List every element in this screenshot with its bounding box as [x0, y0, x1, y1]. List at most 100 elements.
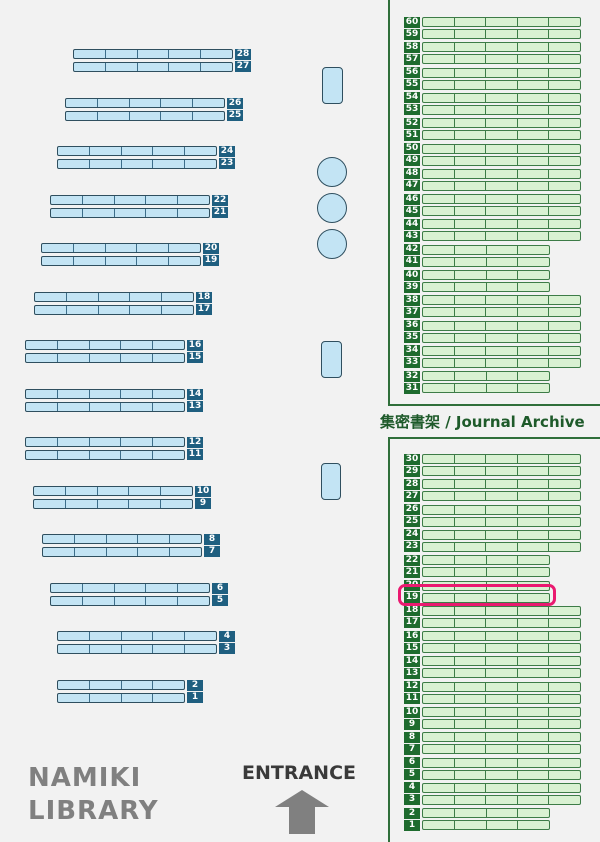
- shelf-section: [104, 62, 137, 71]
- archive-shelf-13[interactable]: [422, 668, 581, 679]
- archive-shelf-55[interactable]: [422, 79, 581, 90]
- archive-shelf-8[interactable]: [422, 732, 581, 743]
- archive-shelf-28[interactable]: [422, 479, 581, 490]
- archive-shelf-19[interactable]: [422, 592, 550, 603]
- general-shelf-6[interactable]: [50, 583, 210, 593]
- archive-shelf-36[interactable]: [422, 320, 581, 331]
- general-shelf-11[interactable]: [25, 449, 185, 460]
- archive-shelf-7[interactable]: [422, 744, 581, 755]
- archive-shelf-17[interactable]: [422, 617, 581, 628]
- archive-shelf-35[interactable]: [422, 332, 581, 343]
- general-shelf-18[interactable]: [34, 292, 194, 302]
- general-shelf-21[interactable]: [50, 207, 210, 218]
- shelf-section: [423, 94, 454, 102]
- shelf-section: [34, 500, 65, 508]
- general-shelf-17[interactable]: [34, 304, 194, 315]
- archive-shelf-45[interactable]: [422, 206, 581, 217]
- general-shelf-12[interactable]: [25, 437, 185, 447]
- archive-shelf-23[interactable]: [422, 541, 581, 552]
- shelf-section: [26, 390, 57, 398]
- shelf-section: [56, 450, 89, 459]
- shelf-section: [423, 543, 454, 551]
- archive-shelf-39[interactable]: [422, 282, 550, 292]
- archive-shelf-43[interactable]: [422, 231, 581, 242]
- archive-shelf-4[interactable]: [422, 782, 581, 793]
- general-shelf-5[interactable]: [50, 595, 210, 606]
- archive-shelf-27[interactable]: [422, 491, 581, 502]
- archive-shelf-53[interactable]: [422, 104, 581, 115]
- shelf-section: [485, 30, 517, 38]
- general-shelf-4[interactable]: [57, 631, 217, 641]
- archive-shelf-40[interactable]: [422, 270, 550, 280]
- archive-shelf-1[interactable]: [422, 820, 550, 831]
- archive-shelf-33[interactable]: [422, 357, 581, 368]
- archive-shelf-59[interactable]: [422, 29, 581, 39]
- archive-shelf-60[interactable]: [422, 17, 581, 27]
- archive-shelf-30[interactable]: [422, 454, 581, 464]
- general-shelf-27[interactable]: [73, 61, 233, 72]
- general-shelf-10[interactable]: [33, 486, 193, 496]
- archive-shelf-54[interactable]: [422, 92, 581, 103]
- general-shelf-22[interactable]: [50, 195, 210, 205]
- archive-shelf-31[interactable]: [422, 383, 550, 394]
- archive-shelf-42[interactable]: [422, 244, 550, 255]
- archive-shelf-48[interactable]: [422, 168, 581, 179]
- archive-shelf-25[interactable]: [422, 516, 581, 527]
- archive-shelf-3[interactable]: [422, 794, 581, 805]
- general-shelf-14[interactable]: [25, 389, 185, 399]
- archive-shelf-50[interactable]: [422, 143, 581, 154]
- general-shelf-7[interactable]: [42, 546, 202, 557]
- archive-shelf-32[interactable]: [422, 371, 550, 382]
- archive-shelf-49[interactable]: [422, 155, 581, 166]
- archive-shelf-26[interactable]: [422, 504, 581, 515]
- archive-shelf-10[interactable]: [422, 707, 581, 717]
- general-shelf-25[interactable]: [65, 110, 225, 121]
- archive-shelf-6[interactable]: [422, 757, 581, 768]
- archive-shelf-16[interactable]: [422, 631, 581, 642]
- archive-shelf-9[interactable]: [422, 719, 581, 729]
- archive-shelf-14[interactable]: [422, 656, 581, 667]
- shelf-section: [423, 334, 454, 342]
- archive-shelf-11[interactable]: [422, 693, 581, 704]
- archive-shelf-46[interactable]: [422, 194, 581, 205]
- archive-shelf-5[interactable]: [422, 769, 581, 780]
- archive-shelf-52[interactable]: [422, 118, 581, 129]
- archive-shelf-56[interactable]: [422, 67, 581, 78]
- general-shelf-16[interactable]: [25, 340, 185, 350]
- general-shelf-9[interactable]: [33, 498, 193, 509]
- archive-shelf-57[interactable]: [422, 54, 581, 65]
- general-shelf-28[interactable]: [73, 49, 233, 59]
- general-shelf-13[interactable]: [25, 401, 185, 412]
- archive-shelf-34[interactable]: [422, 345, 581, 356]
- archive-shelf-58[interactable]: [422, 42, 581, 53]
- general-shelf-8[interactable]: [42, 534, 202, 544]
- general-shelf-26[interactable]: [65, 98, 225, 108]
- archive-shelf-22[interactable]: [422, 555, 550, 566]
- general-shelf-23[interactable]: [57, 158, 217, 169]
- archive-shelf-21[interactable]: [422, 567, 550, 578]
- archive-shelf-37[interactable]: [422, 307, 581, 318]
- archive-shelf-15[interactable]: [422, 643, 581, 654]
- archive-shelf-47[interactable]: [422, 180, 581, 191]
- general-shelf-24[interactable]: [57, 146, 217, 156]
- archive-shelf-12[interactable]: [422, 681, 581, 692]
- archive-shelf-29[interactable]: [422, 466, 581, 476]
- general-shelf-3[interactable]: [57, 643, 217, 654]
- general-shelf-2[interactable]: [57, 680, 185, 690]
- archive-shelf-18[interactable]: [422, 605, 581, 616]
- archive-shelf-38[interactable]: [422, 295, 581, 306]
- archive-shelf-41[interactable]: [422, 256, 550, 267]
- shelf-section: [548, 720, 580, 728]
- general-shelf-1[interactable]: [57, 692, 185, 703]
- shelf-section: [453, 669, 486, 678]
- archive-shelf-44[interactable]: [422, 219, 581, 230]
- shelf-section: [42, 257, 73, 265]
- general-shelf-15[interactable]: [25, 352, 185, 363]
- shelf-number-label: 47: [404, 180, 420, 192]
- archive-shelf-2[interactable]: [422, 808, 550, 819]
- archive-shelf-24[interactable]: [422, 529, 581, 540]
- general-shelf-19[interactable]: [41, 255, 201, 266]
- archive-shelf-51[interactable]: [422, 130, 581, 141]
- shelf-section: [453, 758, 486, 767]
- general-shelf-20[interactable]: [41, 243, 201, 253]
